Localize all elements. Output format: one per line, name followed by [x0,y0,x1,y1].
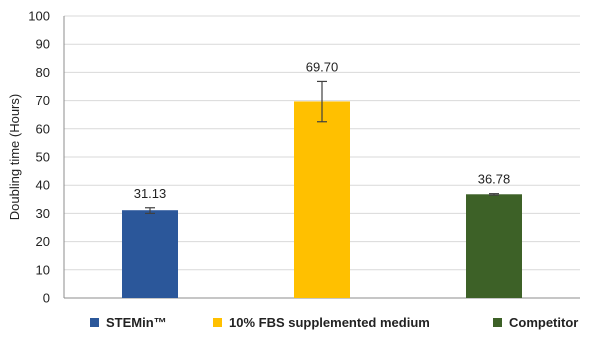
legend-label: 10% FBS supplemented medium [229,315,430,330]
y-tick-label: 80 [36,65,50,80]
legend-label: Competitor [509,315,578,330]
y-tick-label: 90 [36,37,50,52]
legend-label: STEMin™ [106,315,167,330]
y-tick-label: 0 [43,291,50,306]
y-axis-title: Doubling time (Hours) [7,94,22,220]
y-tick-label: 100 [28,9,50,24]
bar-3 [466,194,522,298]
legend-swatch [213,318,222,327]
data-label: 31.13 [134,186,167,201]
y-tick-label: 60 [36,121,50,136]
y-tick-label: 10 [36,262,50,277]
data-label: 69.70 [306,59,339,74]
legend: STEMin™ 10% FBS supplemented medium Compet… [90,315,578,330]
legend-swatch [493,318,502,327]
bar-layer [122,80,522,298]
y-tick-label: 20 [36,234,50,249]
y-tick-label: 30 [36,206,50,221]
y-tick-label: 50 [36,150,50,165]
axis-layer: 0 10 20 30 40 50 60 70 80 90 100 [28,9,65,306]
bar-2 [294,101,350,298]
legend-swatch [90,318,99,327]
bar-1 [122,210,178,298]
label-layer: 31.13 69.70 36.78 [134,59,511,200]
y-tick-label: 40 [36,178,50,193]
y-tick-label: 70 [36,93,50,108]
data-label: 36.78 [478,172,511,187]
